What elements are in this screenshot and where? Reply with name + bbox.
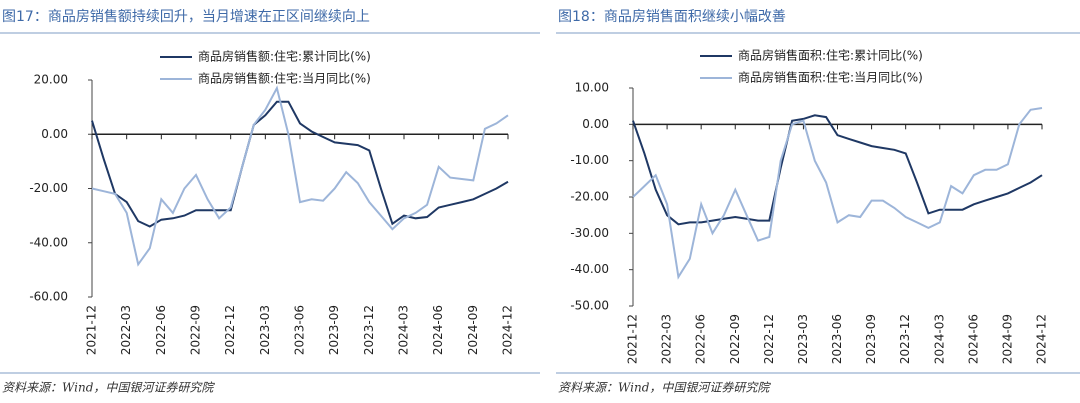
x-tick-label: 2024-06 (966, 314, 980, 364)
y-tick-label: 0.00 (582, 117, 609, 131)
y-tick-label: 10.00 (575, 81, 609, 95)
y-tick-label: -20.00 (570, 190, 609, 204)
x-tick-label: 2022-06 (694, 314, 708, 364)
x-tick-label: 2022-03 (119, 305, 133, 355)
legend-label: 商品房销售面积:住宅:累计同比(%) (738, 48, 923, 63)
source-note: 资料来源：Wind，中国银河证券研究院 (2, 381, 215, 395)
y-tick-label: -40.00 (570, 262, 609, 276)
y-tick-label: -30.00 (570, 226, 609, 240)
y-tick-label: -20.00 (29, 181, 68, 195)
y-tick-label: 20.00 (34, 73, 68, 87)
data-line (91, 85, 509, 267)
x-tick-label: 2024-06 (431, 305, 445, 355)
x-tick-label: 2023-03 (796, 314, 810, 364)
y-tick-label: 0.00 (41, 127, 68, 141)
y-tick-label: -10.00 (570, 153, 609, 167)
chart-title: 图18：商品房销售面积继续小幅改善 (558, 8, 786, 25)
data-line (632, 114, 1043, 226)
x-tick-label: 2023-09 (864, 314, 878, 364)
x-tick-label: 2022-09 (189, 305, 203, 355)
x-tick-label: 2024-12 (1035, 314, 1049, 364)
y-tick-label: -40.00 (29, 235, 68, 249)
chart-title: 图17：商品房销售额持续回升，当月增速在正区间继续向上 (2, 8, 370, 25)
legend-label: 商品房销售额:住宅:当月同比(%) (198, 71, 371, 86)
x-tick-label: 2024-12 (501, 305, 515, 355)
y-tick-label: -60.00 (29, 290, 68, 304)
source-note: 资料来源：Wind，中国银河证券研究院 (558, 381, 771, 395)
x-tick-label: 2024-03 (397, 305, 411, 355)
y-tick-label: -50.00 (570, 299, 609, 313)
x-tick-label: 2023-12 (898, 314, 912, 364)
x-tick-label: 2023-06 (830, 314, 844, 364)
x-tick-label: 2023-06 (293, 305, 307, 355)
x-tick-label: 2024-09 (466, 305, 480, 355)
x-tick-label: 2021-12 (85, 305, 99, 355)
legend-label: 商品房销售额:住宅:累计同比(%) (198, 49, 371, 64)
x-tick-label: 2022-09 (728, 314, 742, 364)
x-tick-label: 2022-12 (762, 314, 776, 364)
x-tick-label: 2022-03 (660, 314, 674, 364)
legend-label: 商品房销售面积:住宅:当月同比(%) (738, 70, 923, 85)
x-tick-label: 2023-03 (258, 305, 272, 355)
data-line (632, 107, 1043, 280)
x-tick-label: 2024-03 (932, 314, 946, 364)
x-tick-label: 2022-12 (223, 305, 237, 355)
x-tick-label: 2022-06 (154, 305, 168, 355)
data-line (91, 100, 509, 228)
x-tick-label: 2023-09 (327, 305, 341, 355)
x-tick-label: 2024-09 (1000, 314, 1014, 364)
x-tick-label: 2021-12 (626, 314, 640, 364)
x-tick-label: 2023-12 (362, 305, 376, 355)
